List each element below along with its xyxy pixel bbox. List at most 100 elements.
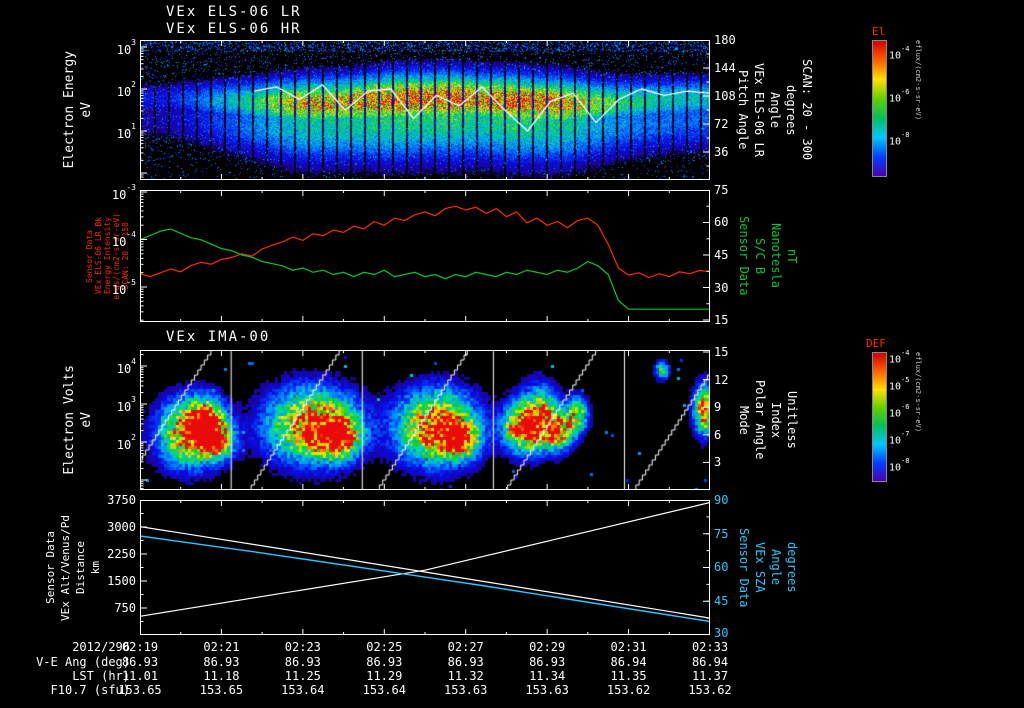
time-tick-label: 02:31 bbox=[610, 640, 647, 654]
footer-row-value: 11.32 bbox=[447, 669, 484, 683]
colorbar-eflux bbox=[872, 40, 887, 177]
ephemeris-line-panel bbox=[140, 500, 710, 635]
data-line bbox=[140, 526, 710, 619]
footer-row-value: 11.18 bbox=[203, 669, 240, 683]
p1-y-tick-label: 102 bbox=[116, 80, 136, 99]
panel1-y-axis-title: Electron Energy eV bbox=[55, 40, 101, 180]
axis-ticks bbox=[140, 40, 710, 180]
p3-y-tick-label: 103 bbox=[116, 395, 136, 414]
p4-right-tick-label: 45 bbox=[714, 594, 729, 608]
axis-title-line: SCAN: 20 - 300 bbox=[800, 59, 814, 161]
p2-right-tick-label: 60 bbox=[714, 215, 729, 229]
axis-ticks bbox=[140, 190, 710, 322]
p4-right-tick-label: 30 bbox=[714, 626, 729, 640]
data-line bbox=[140, 205, 710, 279]
colorbar-tick-label: 10-4 bbox=[889, 349, 910, 366]
p2-y-tick-label: 10-5 bbox=[111, 278, 136, 297]
p1-right-tick-label: 144 bbox=[714, 61, 736, 75]
footer-row-value: 153.62 bbox=[606, 683, 651, 697]
colorbar-tick-label: 10-6 bbox=[889, 403, 910, 420]
ephemeris-lines bbox=[140, 501, 710, 623]
bfield-lines bbox=[140, 205, 710, 310]
p1-right-tick-label: 108 bbox=[714, 89, 736, 103]
colorbar1-title: El bbox=[872, 25, 886, 38]
p2-right-tick-label: 15 bbox=[714, 313, 729, 327]
ima-spectrogram-image bbox=[140, 350, 710, 490]
p3-y-tick-label: 104 bbox=[116, 357, 136, 376]
axis-title-line: VEx Alt/Venus/Pd bbox=[59, 514, 72, 621]
time-tick-label: 02:25 bbox=[366, 640, 403, 654]
footer-row-value: 153.64 bbox=[281, 683, 325, 697]
p4-y-tick-label: 3000 bbox=[107, 520, 136, 534]
p4-right-tick-label: 75 bbox=[714, 527, 729, 541]
colorbar-tick-label: 10-8 bbox=[889, 457, 910, 474]
footer-row-value: 86.93 bbox=[203, 655, 240, 669]
p1-right-tick-label: 36 bbox=[714, 145, 729, 159]
panel1-right-axis-title: Pitch Angle VEx ELS-06 LR Angle degrees SCAN… bbox=[736, 40, 814, 180]
footer-row-value: 86.93 bbox=[366, 655, 403, 669]
bfield-line-panel bbox=[140, 190, 710, 322]
footer-row-value: 11.29 bbox=[366, 669, 403, 683]
p3-right-tick-label: 6 bbox=[714, 428, 722, 442]
p2-right-tick-label: 75 bbox=[714, 183, 729, 197]
footer-row-value: 86.93 bbox=[529, 655, 566, 669]
footer-row-value: 86.94 bbox=[610, 655, 647, 669]
footer-row-value: 11.25 bbox=[284, 669, 321, 683]
axis-title-line: Pitch Angle bbox=[736, 70, 750, 150]
axis-title-line: Sensor Data bbox=[44, 531, 57, 604]
footer-row-value: 153.64 bbox=[362, 683, 406, 697]
axis-title-line: Angle bbox=[768, 91, 782, 129]
time-tick-label: 02:19 bbox=[121, 640, 159, 654]
panel1-title-hr: VEx ELS-06 HR bbox=[166, 21, 302, 37]
footer-row-value: 153.63 bbox=[525, 683, 569, 697]
footer-row-value: 11.37 bbox=[691, 669, 729, 683]
ima-spectrogram-panel bbox=[140, 350, 710, 490]
colorbar-tick-label: 10-6 bbox=[889, 88, 910, 105]
axis-title-line: Sensor Data bbox=[737, 216, 751, 296]
p1-y-tick-label: 101 bbox=[116, 122, 136, 141]
axis-title-line: degrees bbox=[785, 542, 799, 593]
panel3-title-ima: VEx IMA-00 bbox=[166, 329, 271, 345]
axis-title-line: Index bbox=[769, 401, 783, 439]
p1-y-tick-label: 103 bbox=[116, 38, 136, 57]
p4-y-tick-label: 1500 bbox=[107, 574, 136, 588]
p2-right-tick-label: 45 bbox=[714, 248, 729, 262]
panel1-title-lr: VEx ELS-06 LR bbox=[166, 4, 302, 20]
colorbar-units-label: eflux/(cm2-s-sr-eV) bbox=[914, 40, 922, 121]
axis-title-line: VEx ELS-06 LR bbox=[752, 63, 766, 157]
axis-title-line: Mode bbox=[737, 405, 751, 435]
time-tick-label: 02:33 bbox=[691, 640, 729, 654]
panel4-right-axis-title: Sensor Data VEx SZA Angle degrees bbox=[736, 500, 800, 635]
p2-right-tick-label: 30 bbox=[714, 281, 729, 295]
footer-row-label: V-E Ang (deg) bbox=[36, 655, 130, 669]
colorbar-def bbox=[872, 352, 887, 482]
p3-right-tick-label: 9 bbox=[714, 400, 722, 414]
footer-row-value: 11.34 bbox=[529, 669, 566, 683]
p1-right-tick-label: 180 bbox=[714, 33, 736, 47]
axis-title-line: Sensor Data bbox=[737, 527, 751, 608]
footer-row-label: LST (hr) bbox=[72, 669, 130, 683]
footer-row-value: 86.93 bbox=[284, 655, 321, 669]
time-tick-label: 02:27 bbox=[447, 640, 484, 654]
data-line bbox=[140, 501, 710, 617]
footer-row-value: 86.93 bbox=[121, 655, 159, 669]
axis-title-line: nT bbox=[785, 248, 799, 264]
els-spectrogram-image bbox=[140, 40, 710, 180]
p2-y-tick-label: 10-3 bbox=[111, 183, 136, 202]
data-line bbox=[140, 535, 710, 623]
axis-title-line: Nanotesla bbox=[769, 223, 783, 289]
time-tick-label: 02:21 bbox=[203, 640, 240, 654]
footer-row-value: 153.65 bbox=[118, 683, 162, 697]
colorbar-tick-label: 10-4 bbox=[889, 45, 910, 62]
panel2-right-axis-title: Sensor Data S/C B Nanotesla nT bbox=[736, 190, 800, 322]
els-spectrogram-panel bbox=[140, 40, 710, 180]
axis-title-line: Electron Volts bbox=[62, 365, 77, 475]
axis-title-line: eV bbox=[79, 102, 94, 118]
p3-right-tick-label: 3 bbox=[714, 455, 722, 469]
data-line bbox=[140, 228, 710, 310]
colorbar-tick-label: 10-5 bbox=[889, 376, 910, 393]
p4-right-tick-label: 60 bbox=[714, 560, 729, 574]
footer-row-value: 153.65 bbox=[199, 683, 244, 697]
panel2-y-axis-title: Sensor Data VEx ELS-06 LR Bk Energy Intens… bbox=[85, 190, 130, 322]
